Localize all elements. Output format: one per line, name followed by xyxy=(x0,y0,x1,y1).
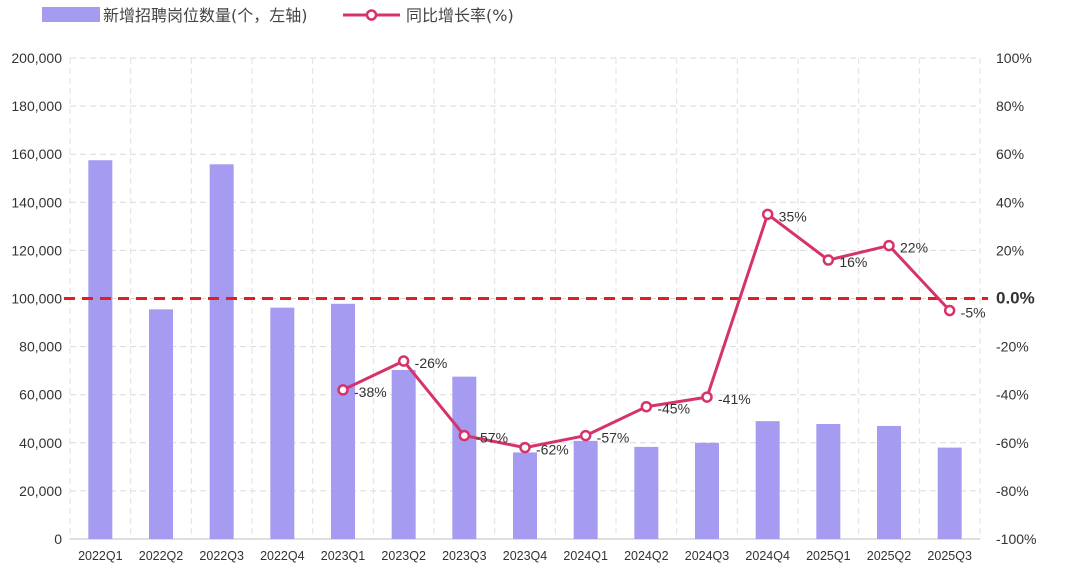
x-tick-label: 2025Q1 xyxy=(806,549,851,563)
data-label-2024Q2: -45% xyxy=(657,401,690,417)
x-tick-label: 2024Q1 xyxy=(563,549,608,563)
legend: 新增招聘岗位数量(个，左轴) 同比增长率(%) xyxy=(42,6,514,25)
bar-2025Q2 xyxy=(877,425,901,539)
y-right-tick-label: -40% xyxy=(996,387,1029,403)
x-tick-label: 2022Q1 xyxy=(78,549,123,563)
y-right-tick-label: 20% xyxy=(996,242,1024,258)
y-right-tick-label: -20% xyxy=(996,339,1029,355)
x-tick-label: 2023Q1 xyxy=(321,549,366,563)
x-tick-label: 2024Q4 xyxy=(745,549,790,563)
x-tick-label: 2023Q2 xyxy=(381,549,426,563)
bar-2025Q1 xyxy=(816,424,841,539)
bar-2023Q1 xyxy=(331,303,355,539)
bar-2022Q4 xyxy=(270,307,295,539)
y-right-tick-label: 60% xyxy=(996,146,1024,162)
data-label-2023Q2: -26% xyxy=(415,355,448,371)
x-tick-label: 2023Q3 xyxy=(442,549,487,563)
y-left-tick-label: 100,000 xyxy=(11,291,62,307)
y-left-tick-label: 140,000 xyxy=(11,194,62,210)
line-point-2023Q1 xyxy=(337,384,349,396)
x-tick-label: 2024Q3 xyxy=(685,549,730,563)
y-left-tick-label: 40,000 xyxy=(19,435,62,451)
bar-2022Q1 xyxy=(88,160,113,539)
x-tick-label: 2022Q4 xyxy=(260,549,305,563)
data-label-2025Q2: 22% xyxy=(900,240,928,256)
y-axis-left: 0 20,000 40,000 60,000 80,000 100,000 120,000 1… xyxy=(11,50,62,547)
bar-2022Q2 xyxy=(149,309,173,539)
data-label-2023Q3: -57% xyxy=(475,430,508,446)
legend-line-label: 同比增长率(%) xyxy=(406,6,514,25)
bar-2024Q3 xyxy=(695,442,719,539)
bar-2024Q4 xyxy=(755,421,780,539)
y-left-tick-label: 60,000 xyxy=(19,387,62,403)
y-right-tick-label: -100% xyxy=(996,531,1036,547)
line-point-2025Q1 xyxy=(822,254,835,266)
data-label-2023Q1: -38% xyxy=(354,384,387,400)
y-right-tick-label: -80% xyxy=(996,483,1029,499)
y-right-tick-label: 80% xyxy=(996,98,1024,114)
y-axis-right: -100% -80% -60% -40% -20% 0.0% 20% 40% 60% 80% 100… xyxy=(996,50,1036,547)
bar-2023Q3 xyxy=(452,376,477,539)
y-left-tick-label: 120,000 xyxy=(11,242,62,258)
reference-line-label: 0.0% xyxy=(996,289,1035,308)
bar-2023Q2 xyxy=(391,369,416,539)
x-tick-label: 2022Q3 xyxy=(199,549,244,563)
y-left-tick-label: 0 xyxy=(54,531,62,547)
line-point-2024Q3 xyxy=(701,391,713,403)
data-label-2024Q4: 35% xyxy=(779,208,807,224)
bar-2024Q2 xyxy=(634,446,659,539)
x-tick-label: 2022Q2 xyxy=(139,549,184,563)
legend-line-marker xyxy=(365,9,378,21)
data-label-2024Q1: -57% xyxy=(597,430,630,446)
line-point-2024Q1 xyxy=(579,429,592,442)
data-label-2025Q3: -5% xyxy=(961,305,986,321)
bar-2024Q1 xyxy=(573,440,598,539)
legend-bar-swatch xyxy=(42,7,100,22)
x-tick-label: 2024Q2 xyxy=(624,549,669,563)
line-point-2023Q4 xyxy=(519,441,531,454)
y-left-tick-label: 200,000 xyxy=(11,50,62,66)
line-point-2023Q2 xyxy=(397,355,410,367)
line-series: -38% -26% -57% -62% -57% -45% -41% 35% 16% 22% -5% xyxy=(337,208,986,458)
data-label-2025Q1: 16% xyxy=(839,254,867,270)
bar-2025Q3 xyxy=(937,447,962,539)
bar-2023Q4 xyxy=(513,452,537,539)
bar-2022Q3 xyxy=(209,164,234,539)
y-right-tick-label: 100% xyxy=(996,50,1032,66)
y-left-tick-label: 160,000 xyxy=(11,146,62,162)
line-point-2025Q3 xyxy=(943,304,956,317)
data-label-2023Q4: -62% xyxy=(536,442,569,458)
y-left-tick-label: 80,000 xyxy=(19,339,62,355)
bar-series xyxy=(88,160,962,539)
y-right-tick-label: -60% xyxy=(996,435,1029,451)
line-point-2023Q3 xyxy=(458,429,471,442)
x-tick-label: 2025Q3 xyxy=(927,549,972,563)
line-point-2024Q2 xyxy=(640,400,653,413)
y-left-tick-label: 180,000 xyxy=(11,98,62,114)
x-axis: 2022Q1 2022Q2 2022Q3 2022Q4 2023Q1 2023Q2 2023… xyxy=(78,549,972,563)
y-right-tick-label: 40% xyxy=(996,194,1024,210)
x-tick-label: 2023Q4 xyxy=(503,549,548,563)
y-left-tick-label: 20,000 xyxy=(19,483,62,499)
x-tick-label: 2025Q2 xyxy=(867,549,912,563)
data-label-2024Q3: -41% xyxy=(718,391,751,407)
line-point-2024Q4 xyxy=(761,208,774,221)
line-point-2025Q2 xyxy=(883,239,895,252)
legend-bar-label: 新增招聘岗位数量(个，左轴) xyxy=(103,6,308,25)
